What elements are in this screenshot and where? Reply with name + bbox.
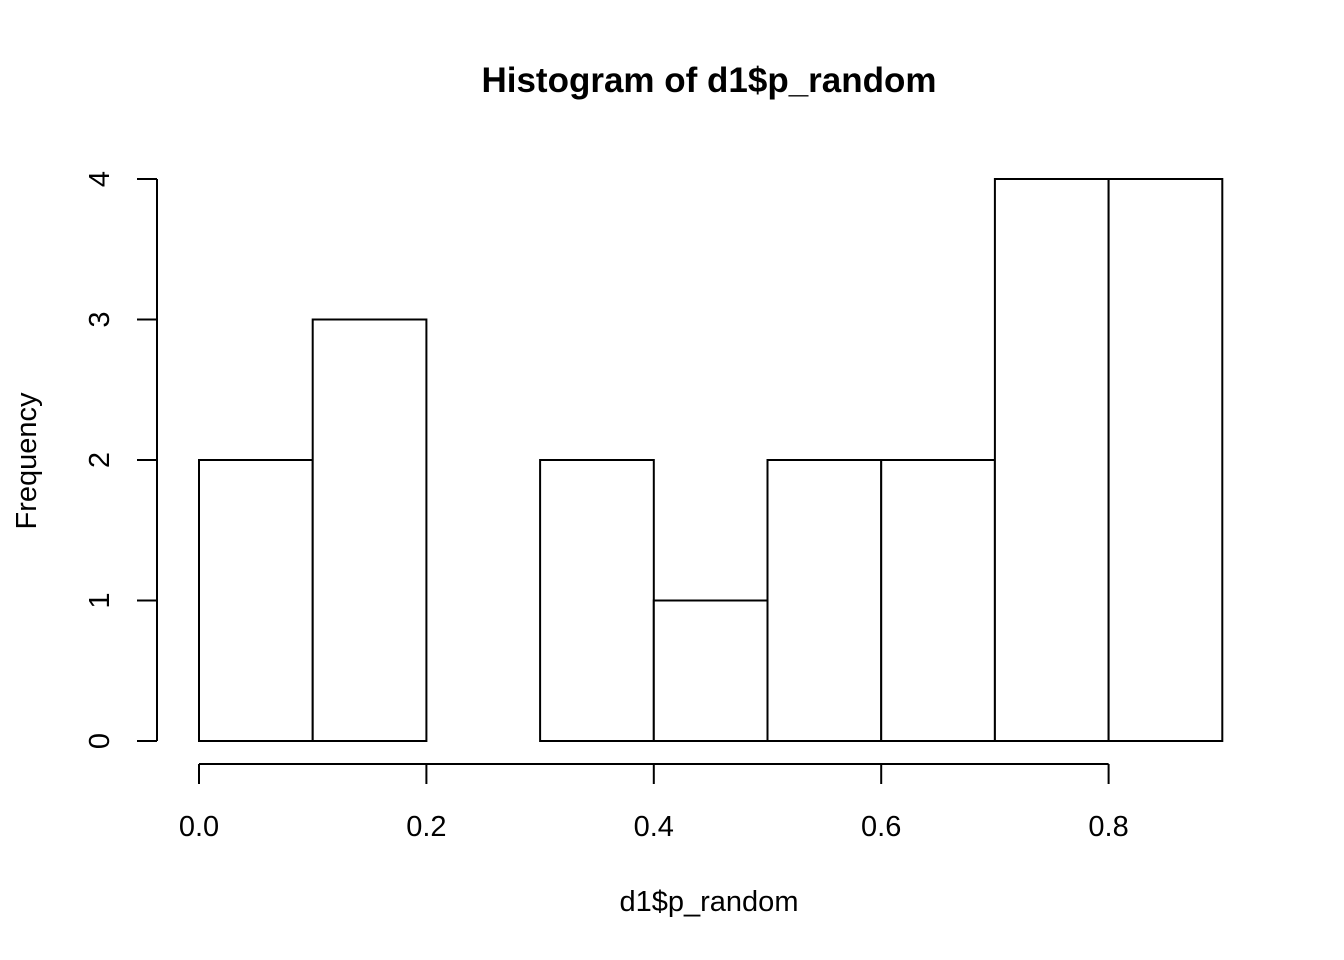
x-tick-label: 0.2 [406,811,446,843]
y-tick-label: 2 [84,452,116,468]
y-tick-label: 3 [84,311,116,327]
x-tick-label: 0.4 [634,811,674,843]
histogram-bar [766,459,883,742]
histogram-bar [539,459,655,742]
y-tick-label: 0 [84,733,116,749]
histogram-bar [652,599,769,742]
x-tick-label: 0.8 [1088,811,1128,843]
histogram-bar [311,318,428,742]
histogram-bar [1107,178,1224,742]
histogram-bar [880,459,996,742]
x-axis: 0.0 0.2 0.4 0.6 0.8 [179,763,1129,843]
histogram-bars [198,178,1224,742]
y-tick-label: 4 [84,171,116,187]
y-axis: 0 1 2 3 4 [84,171,158,749]
x-tick-label: 0.6 [861,811,901,843]
histogram-bar [198,459,314,742]
x-axis-label: d1$p_random [620,886,799,918]
histogram-bar [993,178,1110,742]
y-axis-label: Frequency [11,392,43,530]
y-tick-label: 1 [84,592,116,608]
x-tick-label: 0.0 [179,811,219,843]
chart-title: Histogram of d1$p_random [481,61,936,100]
